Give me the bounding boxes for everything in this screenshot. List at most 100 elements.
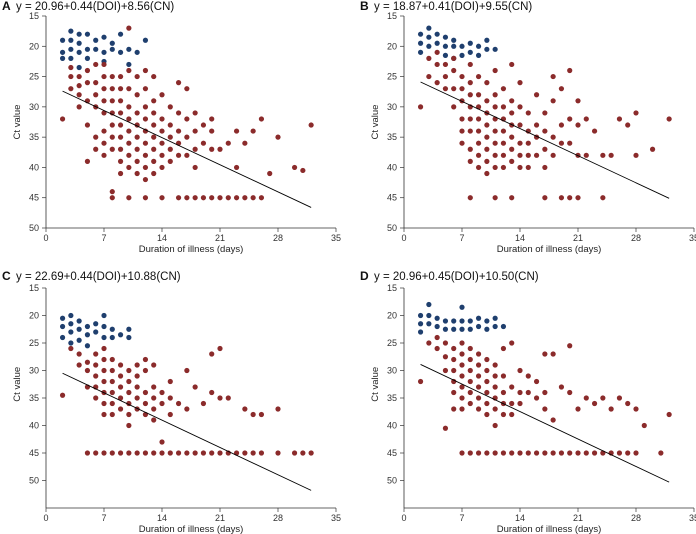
panel-b-point-high-ct: [492, 92, 498, 98]
panel-d-point-high-ct: [467, 450, 473, 456]
panel-b-point-high-ct: [542, 146, 548, 152]
panel-d-point-high-ct: [583, 395, 589, 401]
panel-a-point-low-ct: [68, 55, 74, 62]
panel-a-point-high-ct: [76, 92, 82, 98]
panel-c-point-high-ct: [217, 345, 223, 352]
panel-a-point-high-ct: [209, 116, 215, 122]
panel-b-point-high-ct: [509, 195, 515, 201]
panel-b-point-high-ct: [467, 128, 473, 134]
panel-d-point-high-ct: [500, 389, 507, 396]
panel-d-y-tick-label: 40: [387, 421, 397, 431]
panel-d-point-low-ct: [467, 326, 473, 332]
panel-c-point-high-ct: [250, 411, 256, 418]
panel-a-point-high-ct: [159, 164, 165, 171]
panel-c-point-high-ct: [134, 362, 140, 368]
panel-a-point-high-ct: [159, 140, 165, 146]
panel-b-point-high-ct: [442, 73, 449, 80]
panel-b-point-high-ct: [492, 195, 498, 201]
panel-c-point-high-ct: [59, 392, 66, 398]
panel-a-x-tick-label: 0: [43, 233, 48, 243]
panel-d-point-high-ct: [467, 356, 473, 363]
panel-a-point-high-ct: [233, 128, 240, 134]
panel-b-point-high-ct: [484, 98, 490, 104]
panel-d-point-high-ct: [500, 373, 507, 379]
panel-d-point-high-ct: [558, 450, 565, 456]
panel-a-point-high-ct: [209, 195, 215, 201]
panel-d-point-high-ct: [633, 406, 639, 412]
panel-c-y-tick-label: 40: [29, 421, 39, 431]
panel-a-point-high-ct: [151, 122, 157, 128]
panel-d-point-high-ct: [417, 378, 424, 385]
panel-d-point-low-ct: [459, 304, 465, 310]
panel-a-point-high-ct: [109, 189, 115, 195]
panel-b-point-high-ct: [492, 164, 498, 171]
panel-a-point-high-ct: [93, 146, 99, 152]
panel-c-point-high-ct: [167, 378, 173, 385]
panel-c: C y = 22.69+0.44(DOI)+10.88(CN) 0 7 14 21 28…: [2, 269, 341, 534]
panel-a-point-high-ct: [151, 110, 157, 116]
panel-b-point-low-ct: [475, 43, 482, 49]
panel-b-point-high-ct: [509, 134, 515, 140]
panel-b-point-high-ct: [484, 134, 490, 140]
panel-c-y-tick-label: 30: [29, 366, 39, 376]
panel-a-y-axis-label: Ct value: [12, 105, 23, 140]
panel-a-point-high-ct: [258, 116, 265, 122]
panel-b-point-high-ct: [558, 122, 565, 128]
panel-b-point-high-ct: [467, 195, 473, 201]
panel-b-point-high-ct: [525, 164, 531, 171]
panel-a-point-high-ct: [175, 80, 182, 86]
panel-d-point-low-ct: [492, 323, 498, 330]
panel-b-y-axis-label: Ct value: [370, 105, 381, 140]
panel-c-point-high-ct: [109, 400, 115, 407]
panel-c-point-low-ct: [68, 329, 74, 335]
panel-c-x-tick-label: 21: [215, 513, 225, 523]
panel-c-point-high-ct: [101, 378, 107, 385]
panel-a-x-tick-label: 14: [157, 233, 167, 243]
panel-c-point-high-ct: [109, 389, 115, 396]
panel-c-point-low-ct: [76, 337, 82, 343]
panel-a-point-low-ct: [76, 49, 82, 55]
panel-a-point-high-ct: [151, 73, 157, 80]
panel-a-point-low-ct: [59, 49, 66, 55]
panel-b-point-low-ct: [451, 37, 457, 43]
panel-a-point-high-ct: [291, 164, 298, 171]
panel-c-y-tick-label: 35: [29, 393, 39, 403]
panel-d-point-high-ct: [533, 450, 540, 456]
panel-a-point-high-ct: [84, 158, 91, 164]
panel-d-point-high-ct: [451, 345, 457, 352]
panel-d-letter: D: [360, 269, 369, 283]
panel-a-point-high-ct: [159, 116, 165, 122]
panel-a-point-high-ct: [109, 134, 115, 140]
panel-b-point-high-ct: [459, 128, 465, 134]
panel-d-point-high-ct: [517, 367, 523, 374]
panel-c-point-high-ct: [101, 400, 107, 407]
panel-d-point-low-ct: [467, 318, 473, 324]
panel-d-point-low-ct: [442, 326, 449, 332]
panel-b-point-high-ct: [558, 86, 565, 92]
panel-c-point-low-ct: [109, 326, 115, 332]
panel-a-point-high-ct: [109, 86, 115, 92]
panel-d-point-high-ct: [625, 400, 631, 407]
panel-a-point-high-ct: [159, 128, 165, 134]
panel-b-point-high-ct: [492, 128, 498, 134]
panel-a-y-tick-label: 40: [29, 162, 39, 172]
panel-a-point-low-ct: [117, 31, 124, 37]
panel-a-point-high-ct: [167, 104, 173, 110]
panel-a-point-high-ct: [93, 92, 99, 98]
panel-a-point-high-ct: [151, 158, 157, 164]
panel-a-point-high-ct: [84, 122, 91, 128]
panel-c-point-high-ct: [184, 406, 190, 412]
panel-c-x-tick-label: 0: [43, 513, 48, 523]
panel-d-fit-line: [420, 364, 670, 483]
panel-b-x-tick-label: 7: [459, 233, 464, 243]
panel-c-point-low-ct: [59, 323, 66, 330]
panel-d-point-high-ct: [509, 411, 515, 418]
panel-b-x-tick-label: 28: [631, 233, 641, 243]
panel-b-point-high-ct: [550, 134, 556, 140]
panel-d-point-high-ct: [517, 389, 523, 396]
panel-b-point-low-ct: [426, 25, 432, 31]
panel-a-point-high-ct: [126, 116, 132, 122]
panel-b-point-high-ct: [567, 195, 573, 201]
panel-c-point-low-ct: [68, 312, 74, 319]
panel-b-point-high-ct: [475, 73, 482, 80]
